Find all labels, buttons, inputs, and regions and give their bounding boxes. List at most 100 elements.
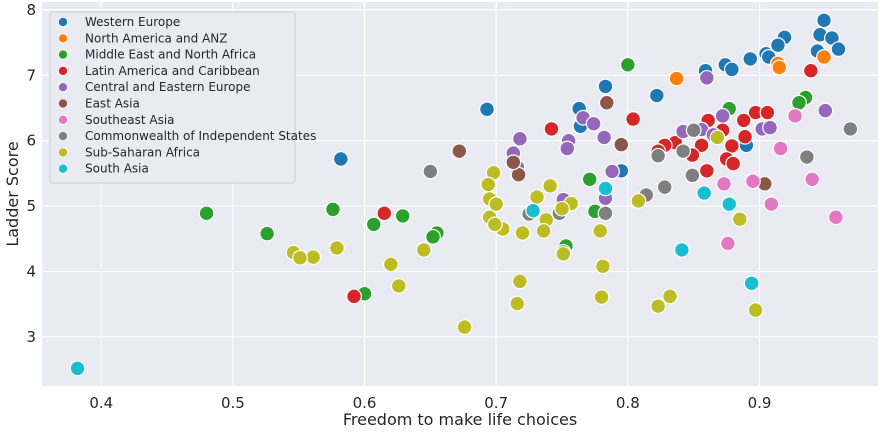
legend-label: Central and Eastern Europe	[85, 80, 251, 94]
data-point	[525, 202, 541, 219]
data-point	[585, 115, 602, 132]
data-point	[292, 249, 308, 266]
data-point	[593, 289, 610, 305]
y-tick-label: 6	[26, 132, 36, 150]
data-point	[554, 200, 570, 217]
data-points	[69, 12, 859, 377]
data-point	[721, 196, 738, 213]
data-point	[630, 192, 647, 209]
x-tick-label: 0.4	[89, 394, 113, 412]
data-point	[625, 111, 642, 127]
x-tick-labels: 0.4 0.5 0.6 0.7 0.8 0.9	[89, 394, 771, 412]
legend-marker	[58, 147, 69, 158]
legend: Western Europe North America and ANZ Middl…	[49, 11, 316, 184]
data-point	[725, 155, 742, 172]
data-point	[650, 147, 667, 164]
data-point	[648, 87, 665, 104]
data-point	[382, 256, 399, 273]
y-tick-label: 5	[26, 197, 36, 215]
data-point	[346, 288, 362, 305]
data-point	[771, 59, 788, 76]
data-point	[480, 176, 497, 193]
legend-label: East Asia	[85, 97, 140, 111]
legend-marker	[58, 65, 69, 76]
data-point	[365, 216, 382, 233]
data-point	[332, 151, 349, 167]
y-tick-label: 8	[26, 1, 36, 19]
data-point	[802, 62, 819, 79]
data-point	[799, 149, 815, 165]
data-point	[422, 163, 439, 180]
data-point	[763, 196, 780, 213]
legend-marker	[58, 163, 69, 174]
data-point	[604, 163, 620, 180]
data-point	[770, 37, 786, 54]
data-point	[742, 51, 759, 67]
data-point	[329, 240, 345, 256]
legend-label: Middle East and North Africa	[85, 48, 256, 62]
y-tick-labels: 3 4 5 6 7 8	[26, 1, 36, 346]
legend-marker	[58, 98, 69, 109]
data-point	[696, 185, 713, 201]
x-tick-label: 0.7	[484, 394, 508, 412]
legend-marker	[58, 49, 69, 60]
data-point	[693, 137, 710, 154]
data-point	[772, 140, 789, 157]
data-point	[723, 61, 740, 78]
legend-marker	[58, 82, 69, 93]
data-point	[529, 189, 545, 205]
data-point	[716, 175, 732, 192]
data-point	[731, 211, 748, 228]
data-point	[597, 180, 614, 197]
data-point	[816, 12, 832, 29]
data-point	[259, 225, 276, 242]
data-point	[830, 41, 847, 58]
data-point	[817, 102, 834, 119]
data-point	[804, 171, 821, 188]
data-point	[735, 112, 752, 129]
x-axis-label: Freedom to make life choices	[343, 410, 577, 429]
data-point	[509, 295, 526, 312]
legend-marker	[58, 16, 69, 27]
data-point	[394, 208, 411, 224]
data-point	[390, 278, 407, 294]
data-point	[613, 136, 630, 153]
data-point	[714, 107, 731, 124]
data-point	[505, 154, 522, 171]
data-point	[747, 302, 764, 319]
data-point	[325, 201, 341, 218]
data-point	[662, 288, 678, 305]
data-point	[720, 235, 736, 252]
data-point	[791, 94, 807, 111]
data-point	[305, 249, 322, 266]
y-tick-label: 4	[26, 263, 36, 281]
data-point	[69, 360, 86, 377]
legend-label: Commonwealth of Independent States	[85, 129, 316, 143]
data-point	[479, 101, 495, 118]
data-point	[709, 129, 726, 146]
data-point	[743, 275, 760, 292]
data-point	[514, 225, 531, 241]
y-axis-label: Ladder Score	[3, 141, 22, 246]
x-tick-label: 0.9	[748, 394, 772, 412]
legend-label: Sub-Saharan Africa	[85, 145, 200, 159]
data-point	[555, 245, 572, 262]
legend-marker	[58, 33, 69, 44]
data-point	[488, 196, 505, 213]
data-point	[842, 121, 859, 137]
data-point	[685, 122, 702, 139]
legend-label: South Asia	[85, 162, 149, 176]
data-point	[415, 242, 432, 258]
data-point	[759, 104, 776, 121]
data-point	[816, 49, 832, 65]
data-point	[673, 242, 690, 258]
data-point	[598, 94, 615, 111]
data-point	[698, 162, 715, 179]
data-point	[619, 56, 636, 73]
legend-marker	[58, 114, 69, 125]
x-tick-label: 0.8	[616, 394, 640, 412]
data-point	[542, 177, 559, 194]
data-point	[512, 130, 528, 147]
data-point	[668, 70, 685, 87]
data-point	[675, 143, 692, 160]
